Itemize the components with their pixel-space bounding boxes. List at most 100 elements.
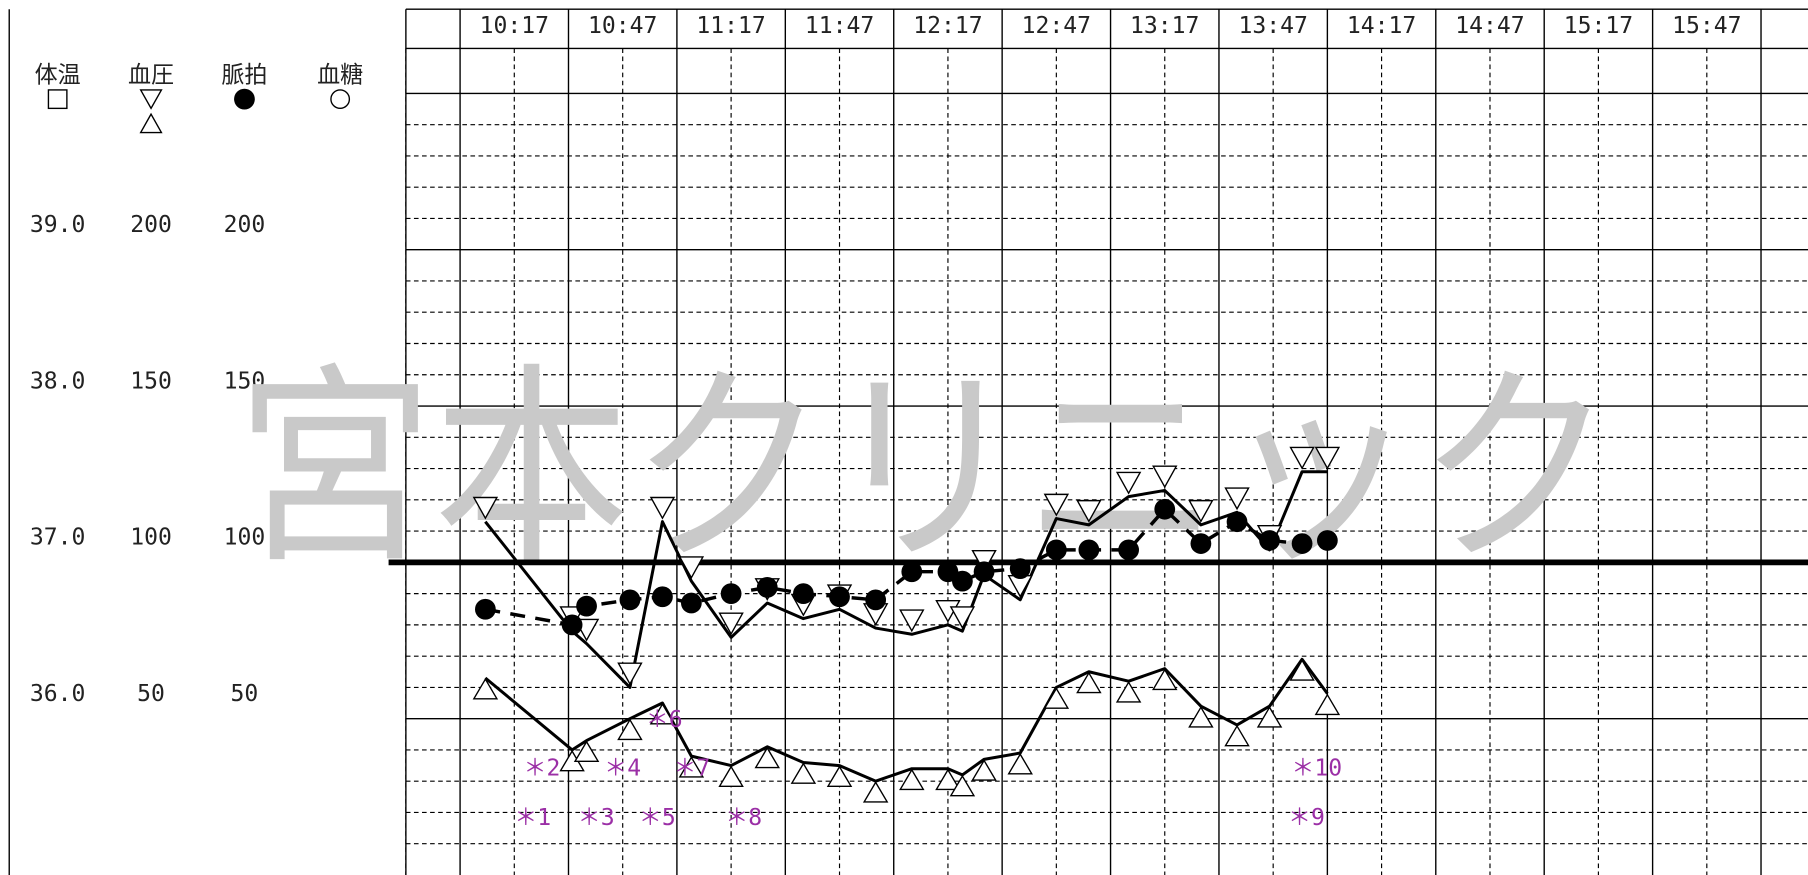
bp-tick-label: 100 <box>130 525 172 551</box>
data-layer: ＊1 ＊2 ＊3 ＊4 ＊5 ＊6 ＊7 ＊8 ＊9 ＊10 <box>388 446 1808 831</box>
legend-symbol <box>330 89 351 110</box>
pulse-tick-label: 200 <box>224 212 266 238</box>
point-marker <box>652 586 673 608</box>
diastolic-marker <box>826 765 853 788</box>
x-tick-label: 13:47 <box>1238 13 1307 39</box>
legend-label: 血圧 <box>128 63 174 89</box>
pulse-tick-label: 100 <box>224 525 266 551</box>
point-marker <box>1226 511 1248 533</box>
diastolic-marker <box>1007 752 1033 775</box>
diastolic-marker <box>1076 671 1102 694</box>
legend-symbol <box>139 112 163 134</box>
point-marker <box>720 583 742 604</box>
diastolic-marker <box>790 762 817 784</box>
bp-tick-label: 50 <box>137 681 165 707</box>
point-marker <box>1154 498 1176 520</box>
diastolic-marker <box>1152 668 1178 691</box>
annotation: ＊10 <box>1291 755 1342 781</box>
diastolic-marker <box>1043 687 1070 709</box>
diastolic-marker <box>1314 693 1341 716</box>
point-marker <box>1259 530 1280 551</box>
diastolic-marker <box>1256 705 1283 728</box>
x-tick-label: 11:47 <box>805 13 874 39</box>
diastolic-marker <box>1115 680 1142 703</box>
point-marker <box>793 583 814 604</box>
x-tick-label: 15:17 <box>1564 13 1633 39</box>
x-tick-label: 12:17 <box>913 13 982 39</box>
systolic-marker <box>971 549 997 573</box>
point-marker <box>1045 539 1067 561</box>
point-marker <box>901 561 923 583</box>
diastolic-marker <box>617 718 643 741</box>
point-marker <box>1009 558 1031 579</box>
systolic-marker <box>1152 465 1178 489</box>
diastolic-marker <box>472 677 499 700</box>
point-marker <box>576 595 597 617</box>
diastolic-marker <box>1188 705 1214 728</box>
point-marker <box>952 570 973 592</box>
bp-tick-label: 150 <box>130 368 172 394</box>
systolic-marker <box>1314 446 1341 470</box>
x-tick-label: 14:17 <box>1347 13 1416 39</box>
temp-tick-label: 38.0 <box>30 368 86 394</box>
point-marker <box>1078 539 1100 561</box>
temp-tick-label: 36.0 <box>30 681 86 707</box>
systolic-marker <box>949 606 976 630</box>
diastolic-marker <box>862 780 889 803</box>
diastolic-marker <box>1289 659 1315 681</box>
point-marker <box>680 592 702 614</box>
annotation: ＊1 <box>514 805 551 831</box>
point-marker <box>475 598 496 620</box>
systolic-marker <box>899 609 925 633</box>
legend-label: 脈拍 <box>221 63 267 89</box>
systolic-marker <box>472 496 499 520</box>
diastolic-marker <box>678 755 705 778</box>
point-marker <box>1118 539 1139 561</box>
annotation: ＊8 <box>725 805 762 831</box>
point-marker <box>619 589 641 611</box>
legend-label: 体温 <box>35 63 81 89</box>
x-tick-label: 10:17 <box>480 13 549 39</box>
point-marker <box>865 589 887 611</box>
pulse-tick-label: 150 <box>224 368 266 394</box>
annotation: ＊9 <box>1288 805 1325 831</box>
point-marker <box>973 561 995 583</box>
watermark: 宮本クリニック <box>236 346 1614 594</box>
x-tick-label: 13:17 <box>1130 13 1199 39</box>
diastolic-marker <box>899 768 925 791</box>
point-marker <box>829 586 850 608</box>
diastolic-marker <box>971 759 997 781</box>
systolic-marker <box>718 612 744 636</box>
diastolic-marker <box>949 774 976 797</box>
legend-symbol <box>47 89 68 110</box>
annotation: ＊3 <box>578 805 615 831</box>
annotation: ＊5 <box>639 805 676 831</box>
systolic-marker <box>1224 487 1250 511</box>
x-tick-label: 12:47 <box>1022 13 1091 39</box>
x-tick-label: 11:17 <box>696 13 765 39</box>
annotation: ＊7 <box>673 755 710 781</box>
annotation: ＊4 <box>604 755 641 781</box>
point-marker <box>1291 533 1313 554</box>
legend-label: 血糖 <box>317 63 363 89</box>
diastolic-marker <box>754 746 780 769</box>
point-marker <box>1190 533 1212 554</box>
systolic-marker <box>1115 471 1142 495</box>
bp-tick-label: 200 <box>130 212 172 238</box>
diastolic-marker <box>649 702 676 725</box>
temp-tick-label: 39.0 <box>30 212 86 238</box>
diastolic-marker <box>1224 724 1250 747</box>
systolic-marker <box>649 496 676 520</box>
series-line <box>484 470 1328 689</box>
x-tick-label: 14:47 <box>1455 13 1524 39</box>
legend-symbol <box>139 89 163 110</box>
diastolic-marker <box>935 768 961 791</box>
x-tick-label: 15:47 <box>1672 13 1741 39</box>
systolic-marker <box>1289 446 1315 470</box>
diastolic-marker <box>573 740 600 763</box>
point-marker <box>1316 530 1338 551</box>
point-marker <box>756 576 778 598</box>
systolic-marker <box>1043 493 1070 517</box>
annotation: ＊6 <box>646 707 683 733</box>
